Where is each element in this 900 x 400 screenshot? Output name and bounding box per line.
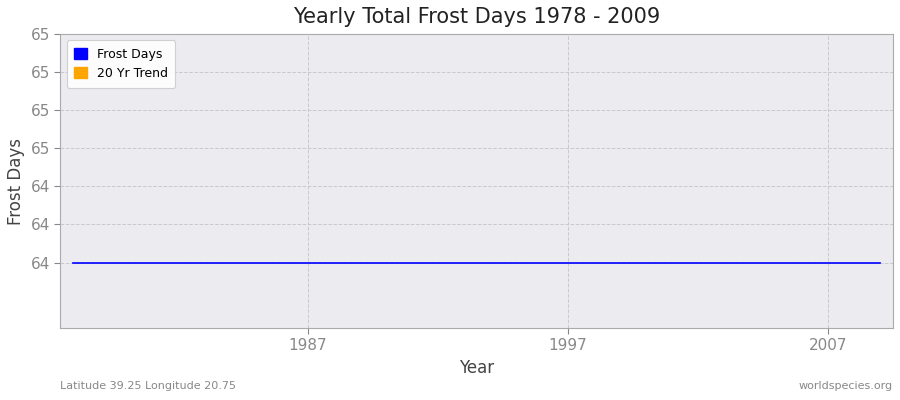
Y-axis label: Frost Days: Frost Days: [7, 138, 25, 224]
Text: Latitude 39.25 Longitude 20.75: Latitude 39.25 Longitude 20.75: [60, 381, 237, 391]
X-axis label: Year: Year: [459, 359, 494, 377]
Text: worldspecies.org: worldspecies.org: [799, 381, 893, 391]
Title: Yearly Total Frost Days 1978 - 2009: Yearly Total Frost Days 1978 - 2009: [293, 7, 661, 27]
Legend: Frost Days, 20 Yr Trend: Frost Days, 20 Yr Trend: [67, 40, 175, 88]
